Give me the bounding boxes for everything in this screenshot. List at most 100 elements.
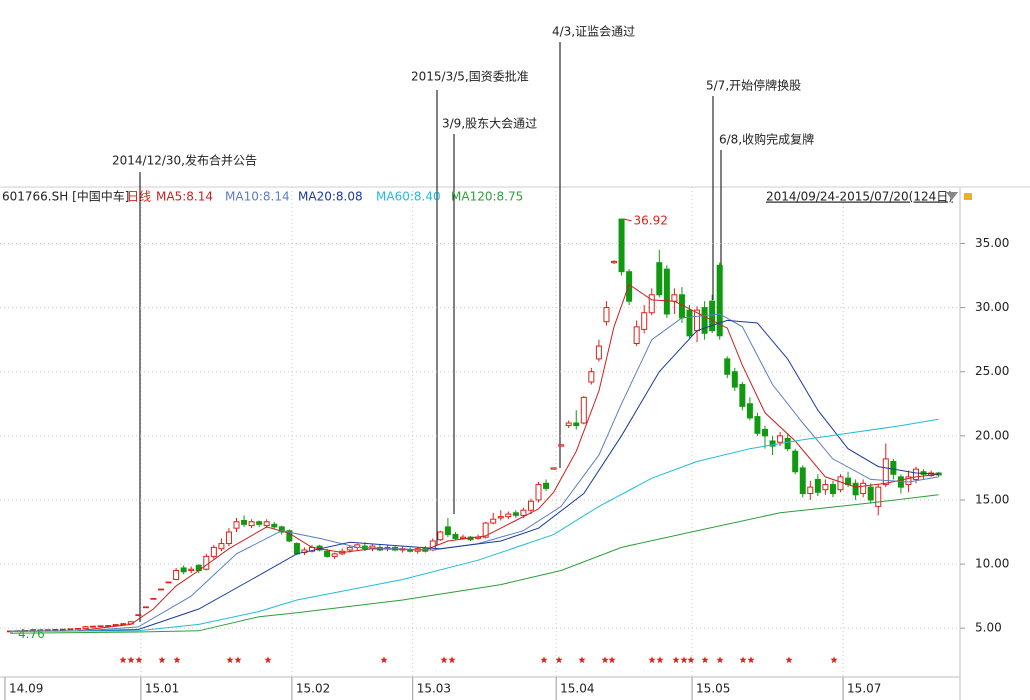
candle-body <box>656 262 663 296</box>
stock-title: 601766.SH [中国中车] <box>2 189 129 204</box>
legend-entry: MA20:8.08 <box>298 190 363 204</box>
candle-body <box>142 606 149 609</box>
annotations: 2014/12/30,发布合并公告 2015/3/5,国资委批准 3/9,股东大… <box>112 25 814 622</box>
date-range[interactable]: 2014/09/24-2015/07/20(124日) <box>766 190 953 204</box>
signal-star <box>264 656 272 664</box>
candle-body <box>829 484 836 495</box>
signal-star <box>701 656 709 664</box>
signal-star <box>680 656 688 664</box>
candle-body <box>150 597 157 600</box>
candle-body <box>565 422 572 427</box>
candle-body <box>256 521 263 525</box>
annotation: 6/8,收购完成复牌 <box>719 132 814 147</box>
candle-body <box>731 371 738 388</box>
candle-body <box>769 440 776 447</box>
candle-body <box>286 530 293 542</box>
candle-body <box>701 307 708 334</box>
ma-line <box>9 418 939 632</box>
candle-body <box>490 518 497 524</box>
signal-star <box>648 656 656 664</box>
candle-body <box>248 521 255 527</box>
candle-body <box>882 458 889 486</box>
x-tick-label: 15.03 <box>417 682 451 696</box>
candle-body <box>550 467 557 470</box>
candle-body <box>671 294 678 302</box>
signal-star <box>555 656 563 664</box>
annotation: 3/9,股东大会通过 <box>442 117 537 131</box>
signal-star <box>747 656 755 664</box>
candle-body <box>324 550 331 557</box>
signal-star <box>672 656 680 664</box>
candle-body <box>173 569 180 580</box>
candle-body <box>792 450 799 473</box>
candle-body <box>331 553 338 557</box>
signal-star <box>739 656 747 664</box>
candle-body <box>520 509 527 516</box>
ma-line <box>9 319 939 632</box>
candle-body <box>346 546 353 551</box>
candle-body <box>822 484 829 491</box>
y-tick-label: 20.00 <box>975 428 1009 442</box>
ma-line <box>9 283 939 632</box>
lock-icon[interactable] <box>964 193 972 200</box>
x-tick-label: 15.05 <box>696 682 730 696</box>
candle-body <box>641 312 648 330</box>
signal-star <box>601 656 609 664</box>
y-tick-label: 30.00 <box>975 300 1009 314</box>
signal-star <box>119 656 127 664</box>
signal-star <box>158 656 166 664</box>
candle-body <box>777 435 784 443</box>
candle-body <box>452 534 459 539</box>
candle-body <box>497 516 504 519</box>
legend-entry: MA10:8.14 <box>225 190 290 204</box>
signal-star <box>785 656 793 664</box>
candle-body <box>558 444 565 447</box>
signal-star <box>687 656 695 664</box>
candle-body <box>278 526 285 533</box>
candle-body <box>165 581 172 584</box>
signal-star <box>608 656 616 664</box>
candle-body <box>505 513 512 518</box>
candle-body <box>543 482 550 489</box>
candle-body <box>724 358 731 375</box>
signal-star <box>656 656 664 664</box>
candle-body <box>611 260 617 264</box>
candle-body <box>460 536 466 539</box>
candle-body <box>588 371 595 383</box>
candle-body <box>618 218 625 273</box>
candle-body <box>595 345 602 360</box>
annotation: 5/7,开始停牌换股 <box>706 78 801 93</box>
candle-body <box>203 555 210 570</box>
candle-body <box>890 460 897 475</box>
candle-body <box>626 271 633 302</box>
candle-body <box>762 428 768 437</box>
annotation: 2015/3/5,国资委批准 <box>411 69 529 84</box>
x-tick-label: 15.07 <box>847 682 881 696</box>
candle-body <box>225 531 232 545</box>
candle-body <box>241 519 248 525</box>
candle-body <box>807 486 814 495</box>
candle-body <box>210 546 217 557</box>
candle-body <box>180 567 187 573</box>
candle-body <box>52 628 59 631</box>
candle-body <box>860 482 867 495</box>
range-dropdown[interactable] <box>946 192 958 200</box>
candle-body <box>271 523 278 528</box>
candle-body <box>59 628 66 631</box>
signal-star <box>226 656 234 664</box>
candle-body <box>573 422 580 427</box>
y-tick-label: 25.00 <box>975 364 1009 378</box>
candle-body <box>112 624 119 627</box>
candle-body <box>135 614 142 617</box>
signal-star <box>173 656 181 664</box>
candle-body <box>633 326 640 345</box>
candle-body <box>709 300 716 332</box>
y-tick-label: 10.00 <box>975 557 1009 571</box>
signal-star <box>540 656 548 664</box>
candle-body <box>867 486 874 501</box>
y-tick-label: 35.00 <box>975 236 1009 250</box>
candle-body <box>90 625 97 628</box>
candle-body <box>716 264 723 337</box>
y-tick-label: 5.00 <box>975 621 1002 635</box>
candle-body <box>799 467 806 495</box>
